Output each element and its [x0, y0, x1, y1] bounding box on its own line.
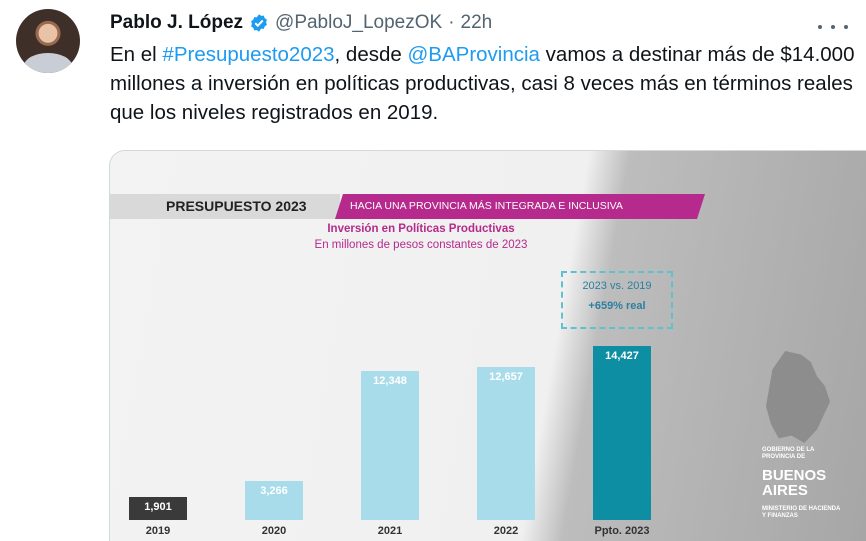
callout-line1: 2023 vs. 2019 [582, 280, 652, 292]
separator-dot: · [448, 12, 455, 33]
logo-top-text: GOBIERNO DE LA PROVINCIA DE [762, 447, 815, 460]
province-map-icon [766, 351, 830, 443]
x-tick-label: 2022 [493, 525, 519, 537]
tweet-header: Pablo J. López @PabloJ_LopezOK · 22h [110, 11, 852, 35]
x-tick-label: 2019 [145, 525, 171, 537]
author-handle[interactable]: @PabloJ_LopezOK [275, 12, 443, 33]
logo-name: BUENOS AIRES [762, 467, 827, 499]
government-logo: GOBIERNO DE LA PROVINCIA DE BUENOS AIRES … [762, 351, 842, 531]
author-avatar[interactable] [16, 9, 80, 73]
chart-title: Inversión en Políticas Productivas [327, 223, 515, 235]
bar-value-label: 3,266 [260, 484, 288, 497]
bar-value-label: 12,657 [489, 371, 523, 384]
hashtag-link[interactable]: #Presupuesto2023 [162, 43, 335, 66]
callout-line2: +659% real [588, 300, 646, 312]
x-tick-label: 2021 [377, 525, 403, 537]
x-tick-label: 2020 [261, 525, 287, 537]
bar-value-label: 14,427 [605, 349, 639, 362]
bar-2019 [129, 497, 187, 520]
logo-ministry-text: MINISTERIO DE HACIENDA Y FINANZAS [762, 506, 841, 519]
author-name[interactable]: Pablo J. López [110, 12, 244, 33]
mention-link[interactable]: @BAProvincia [407, 43, 540, 66]
more-options-icon[interactable] [818, 17, 848, 37]
tweet-media-image[interactable]: PRESUPUESTO 2023 HACIA UNA PROVINCIA MÁS… [109, 150, 866, 541]
banner-title: PRESUPUESTO 2023 [166, 198, 307, 214]
image-banner: PRESUPUESTO 2023 HACIA UNA PROVINCIA MÁS… [110, 194, 705, 219]
chart-subtitle: En millones de pesos constantes de 2023 [314, 239, 528, 251]
bar-value-label: 12,348 [373, 375, 407, 388]
comparison-callout: 2023 vs. 2019 +659% real [561, 271, 673, 329]
x-tick-label: Ppto. 2023 [594, 525, 650, 537]
bar-Ppto. 2023 [593, 345, 651, 520]
tweet-time[interactable]: 22h [460, 12, 493, 33]
verified-icon [249, 13, 269, 33]
bar-2021 [361, 371, 419, 520]
bar-2020 [245, 480, 303, 520]
bar-2022 [477, 367, 535, 520]
tweet-text: En el #Presupuesto2023, desde @BAProvinc… [110, 43, 855, 124]
banner-subtitle: HACIA UNA PROVINCIA MÁS INTEGRADA E INCL… [350, 200, 623, 212]
bar-value-label: 1,901 [144, 501, 172, 514]
bar-chart: 1,901 2019 3,266 2020 12,348 2021 12,657 2022 14… [110, 151, 710, 541]
